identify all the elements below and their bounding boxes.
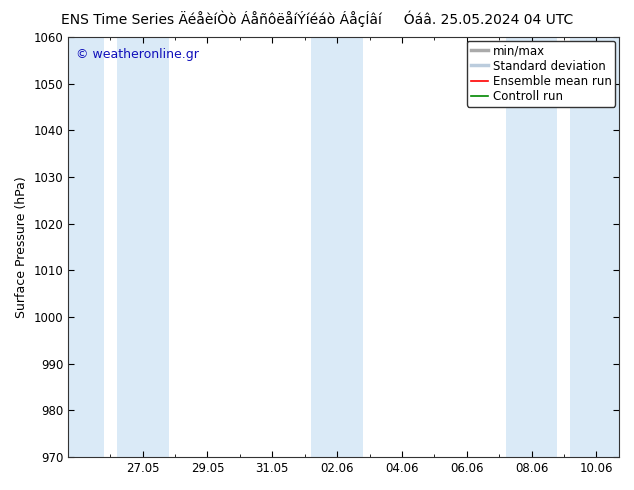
Legend: min/max, Standard deviation, Ensemble mean run, Controll run: min/max, Standard deviation, Ensemble me…	[467, 41, 616, 107]
Bar	[571, 37, 619, 457]
Bar	[311, 37, 363, 457]
Text: ENS Time Series ÄéåèíÒò ÁåñôëåíÝíéáò ÁåçÍâí     Óáâ. 25.05.2024 04 UTC: ENS Time Series ÄéåèíÒò ÁåñôëåíÝíéáò Áåç…	[61, 11, 573, 27]
Bar	[117, 37, 169, 457]
Bar	[68, 37, 104, 457]
Y-axis label: Surface Pressure (hPa): Surface Pressure (hPa)	[15, 176, 28, 318]
Bar	[505, 37, 557, 457]
Text: © weatheronline.gr: © weatheronline.gr	[77, 48, 199, 61]
